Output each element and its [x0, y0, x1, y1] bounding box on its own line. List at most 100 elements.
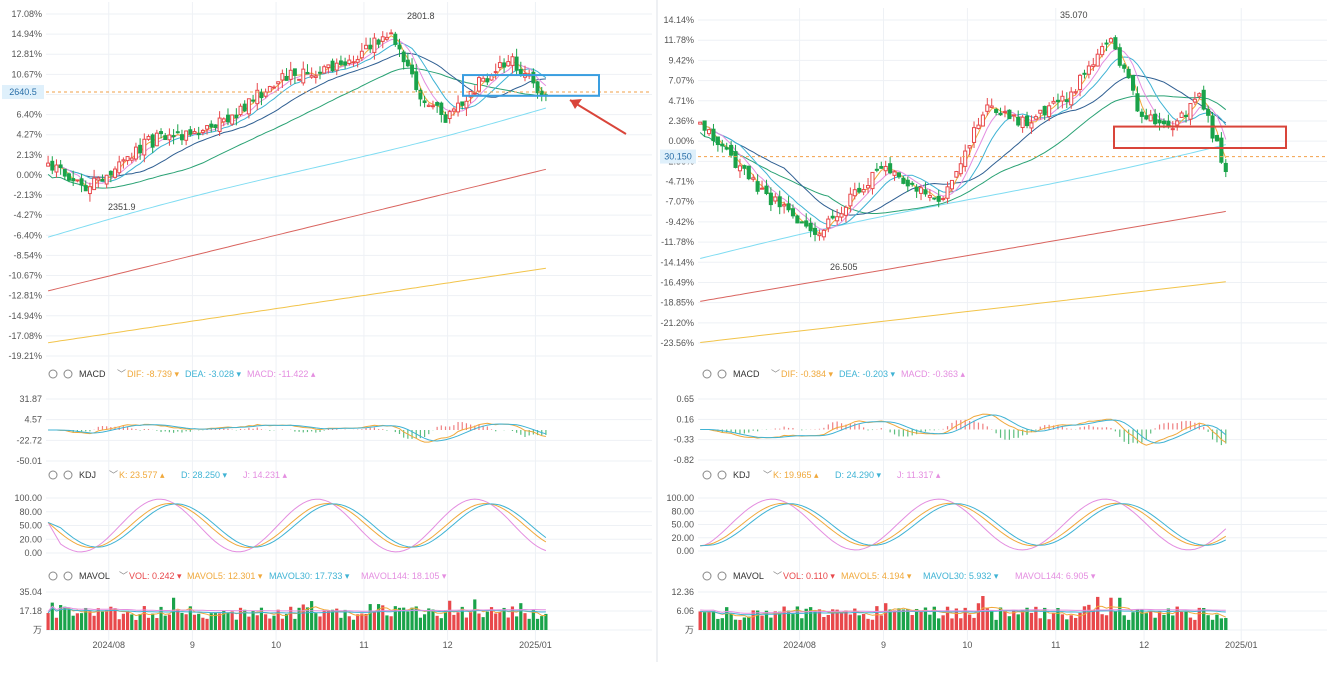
x-tick-label: 2024/08 [783, 640, 816, 650]
y-tick-label: -17.08% [8, 331, 42, 341]
ma10-line [699, 48, 1227, 231]
volume-bar [901, 609, 906, 630]
y-tick-label: -18.85% [660, 298, 694, 308]
volume-bar [1091, 609, 1095, 630]
volume-bar [213, 613, 218, 630]
mavol-header-right[interactable]: MAVOL ﹀ VOL: 0.110 ▾ MAVOL5: 4.194 ▾ MAVOL30… [702, 571, 1096, 581]
volume-bar [1135, 609, 1140, 630]
volume-bar [343, 609, 347, 630]
candle [1139, 108, 1144, 124]
settings-gear-icon[interactable] [702, 470, 712, 480]
volume-bar [1144, 613, 1148, 630]
volume-bar [1153, 617, 1157, 630]
ma30-line [47, 67, 546, 189]
settings-gear-icon[interactable] [702, 369, 712, 379]
volume-bar [67, 609, 71, 630]
candle [234, 108, 239, 126]
candle [711, 123, 716, 146]
candle [1020, 114, 1025, 133]
volume-bar [1047, 619, 1051, 630]
close-icon[interactable] [717, 369, 727, 379]
volume-bar [729, 613, 733, 630]
close-icon[interactable] [717, 470, 727, 480]
settings-gear-icon[interactable] [702, 571, 712, 581]
chart-panel-left[interactable]: 17.08%14.94%12.81%10.67%8.54%6.40%4.27%2… [0, 0, 655, 662]
candle [737, 158, 743, 178]
candle [309, 67, 314, 79]
candle [313, 70, 318, 84]
low-price-label: 26.505 [830, 262, 858, 272]
candle [923, 182, 928, 197]
macd-dea-line [48, 423, 547, 442]
volume-bar [1140, 609, 1144, 630]
candle [389, 29, 394, 35]
settings-gear-icon[interactable] [48, 470, 58, 480]
candle [179, 129, 184, 145]
mavol-header-left[interactable]: MAVOL ﹀ VOL: 0.242 ▾ MAVOL5: 12.301 ▾ MAVOL3… [48, 571, 447, 581]
chevron-down-icon: ﹀ [763, 470, 772, 480]
close-icon[interactable] [63, 369, 73, 379]
volume-bar [159, 606, 163, 630]
close-icon[interactable] [63, 470, 73, 480]
sub-tick-label: 6.06 [676, 606, 694, 616]
kdj-header-right[interactable]: KDJ ﹀ K: 19.965 ▴ D: 24.290 ▾ J: 11.317 ▴ [702, 470, 941, 480]
volume-bar [822, 617, 826, 630]
candle [1117, 43, 1122, 68]
candle [426, 103, 431, 108]
candle [435, 101, 440, 113]
candle [397, 38, 402, 57]
volume-bar [326, 610, 330, 630]
candle [1100, 42, 1105, 58]
volume-bar [716, 618, 720, 630]
candle [746, 165, 751, 181]
volume-bar [738, 619, 742, 630]
sub-tick-label: -22.72 [16, 435, 42, 445]
macd-header-right[interactable]: MACD ﹀ DIF: -0.384 ▾ DEA: -0.203 ▾ MACD: -0.… [702, 369, 966, 379]
close-icon[interactable] [717, 571, 727, 581]
volume-bar [226, 613, 230, 630]
volume-bar [527, 618, 531, 630]
sub-tick-label: 50.00 [671, 520, 694, 530]
candle [1130, 75, 1136, 95]
x-tick-label: 11 [1051, 640, 1060, 650]
y-tick-label: 14.14% [663, 15, 694, 25]
volume-bar [963, 607, 967, 630]
volume-bar [906, 608, 910, 630]
volume-bar [1087, 604, 1091, 630]
settings-gear-icon[interactable] [48, 369, 58, 379]
close-icon[interactable] [63, 571, 73, 581]
volume-bar [163, 615, 167, 630]
volume-bar [125, 610, 130, 630]
candle [393, 31, 398, 47]
macd-dif-value: DIF: -0.384 ▾ [781, 369, 834, 379]
volume-bar [1162, 614, 1166, 630]
volume-bar [928, 614, 932, 630]
sub-tick-label: -50.01 [16, 456, 42, 466]
chart-svg-right[interactable]: 14.14%11.78%9.42%7.07%4.71%2.36%0.00%-2.… [660, 0, 1329, 662]
volume-bar [121, 613, 125, 630]
macd-header-left[interactable]: MACD ﹀ DIF: -8.739 ▾ DEA: -3.028 ▾ MACD: -11… [48, 369, 316, 379]
settings-gear-icon[interactable] [48, 571, 58, 581]
candle [799, 221, 804, 224]
candle [230, 114, 235, 126]
chart-svg-left[interactable]: 17.08%14.94%12.81%10.67%8.54%6.40%4.27%2… [0, 0, 655, 662]
mavol-panel-left: 35.04 17.18 万 [19, 587, 652, 635]
volume-bar [1025, 607, 1029, 630]
candle [83, 180, 88, 192]
volume-bar [1202, 608, 1206, 630]
kdj-header-left[interactable]: KDJ ﹀ K: 23.577 ▴ D: 28.250 ▾ J: 14.231 ▴ [48, 470, 288, 480]
volume-bar [1104, 615, 1109, 630]
macd-value: MACD: -0.363 ▴ [901, 369, 966, 379]
candle [1135, 86, 1140, 113]
volume-bar [844, 610, 848, 630]
candle [1192, 91, 1197, 106]
volume-bar [1171, 615, 1175, 630]
volume-bar [393, 606, 397, 630]
volume-bar [923, 607, 928, 630]
chart-panel-right[interactable]: 14.14%11.78%9.42%7.07%4.71%2.36%0.00%-2.… [660, 0, 1329, 662]
volume-bar [1056, 608, 1060, 630]
candle [410, 58, 415, 78]
candle [146, 134, 151, 141]
candle [755, 174, 760, 195]
candle [1073, 89, 1078, 95]
